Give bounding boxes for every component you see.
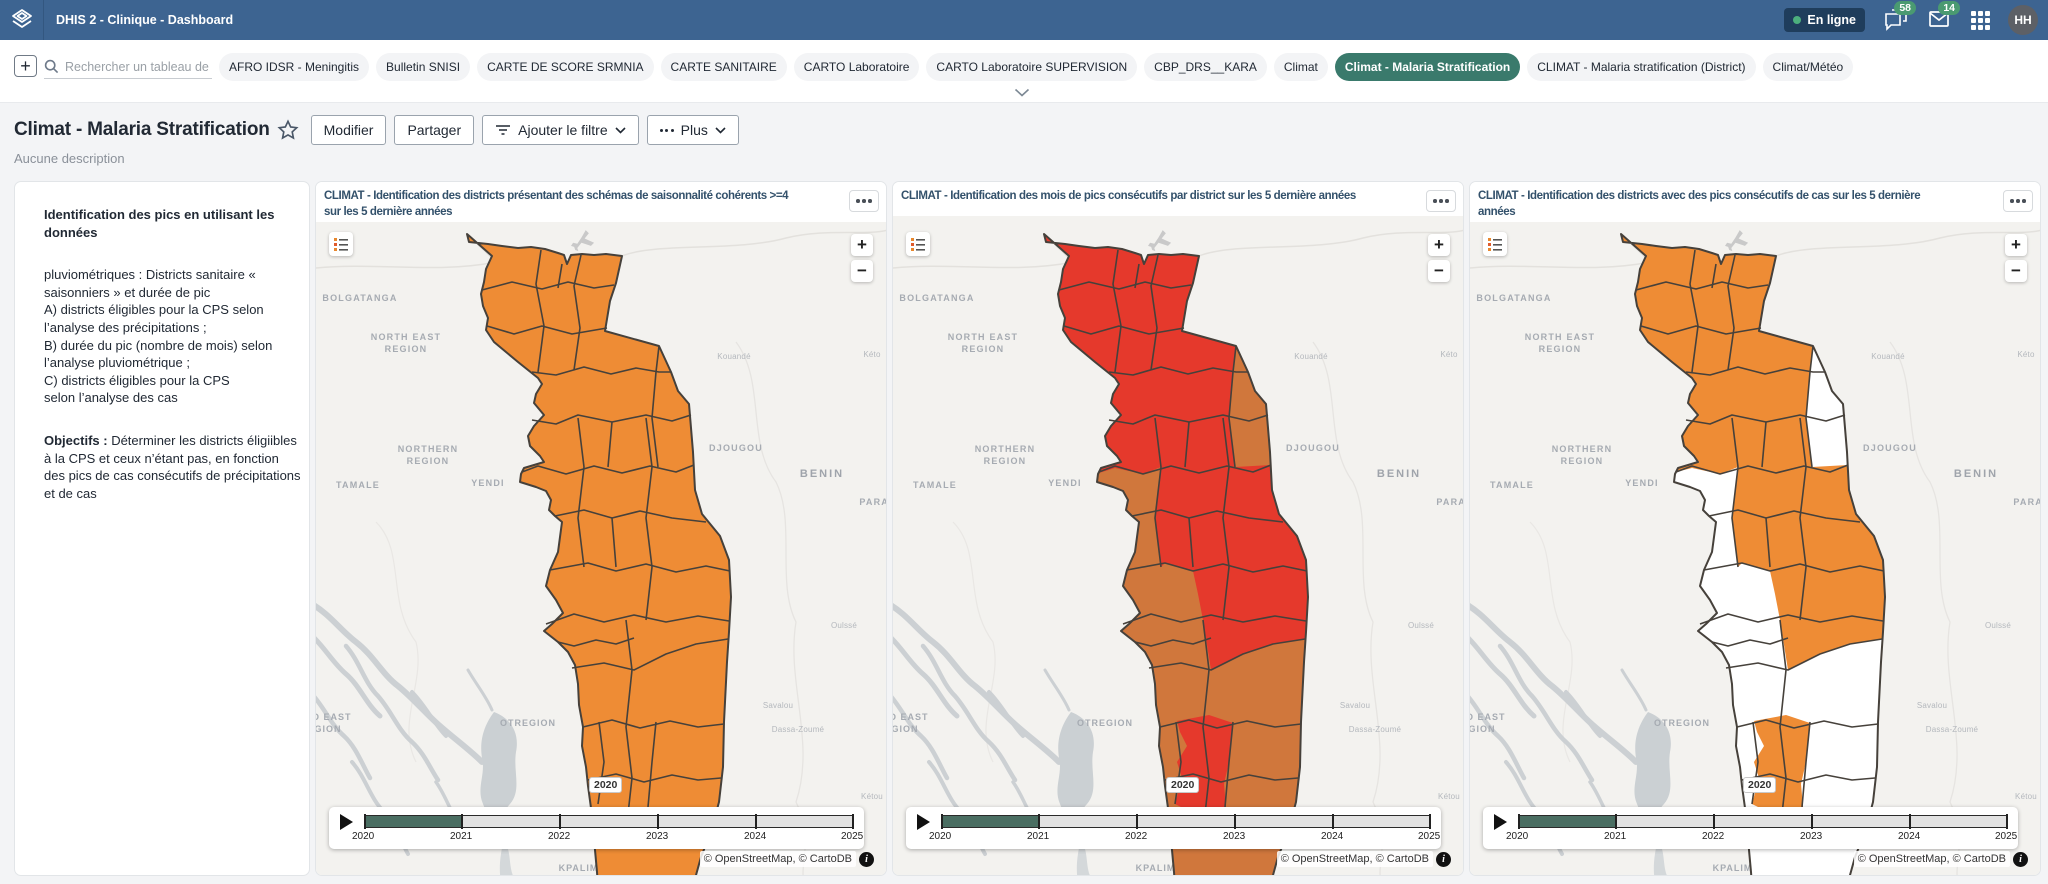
svg-text:Kétou: Kétou [861,792,883,801]
svg-text:BENIN: BENIN [800,468,844,480]
svg-text:PARAK: PARAK [1436,497,1463,507]
svg-text:Oulssé: Oulssé [1985,621,2011,630]
svg-text:Kéto: Kéto [863,350,881,359]
svg-text:NORTH EAST: NORTH EAST [948,332,1019,342]
svg-text:TAMALE: TAMALE [336,480,380,490]
svg-text:KPALIMÉ: KPALIMÉ [1713,863,1760,873]
svg-text:D EAST: D EAST [1470,712,1506,722]
svg-text:REGION: REGION [407,456,450,466]
svg-text:BENIN: BENIN [1377,468,1421,480]
svg-text:PARAK: PARAK [859,497,886,507]
svg-text:Kéto: Kéto [2017,350,2035,359]
svg-text:Kétou: Kétou [2015,792,2037,801]
svg-text:OTREGION: OTREGION [1077,718,1133,728]
svg-text:TAMALE: TAMALE [1490,480,1534,490]
svg-text:REGION: REGION [385,344,428,354]
svg-text:YENDI: YENDI [471,478,505,488]
svg-text:D EAST: D EAST [316,712,352,722]
svg-text:BOLGATANGA: BOLGATANGA [322,293,397,303]
svg-text:Kéto: Kéto [1440,350,1458,359]
svg-text:YENDI: YENDI [1048,478,1082,488]
svg-text:Kouandé: Kouandé [1871,352,1905,361]
svg-text:NORTHERN: NORTHERN [398,444,459,454]
svg-text:KPALIMÉ: KPALIMÉ [1136,863,1183,873]
svg-text:NORTHERN: NORTHERN [975,444,1036,454]
svg-text:Kouandé: Kouandé [717,352,751,361]
svg-text:DJOUGOU: DJOUGOU [1286,443,1340,453]
svg-text:Kétou: Kétou [1438,792,1460,801]
svg-text:Oulssé: Oulssé [831,621,857,630]
svg-text:GION: GION [316,724,342,734]
svg-text:BOLGATANGA: BOLGATANGA [899,293,974,303]
svg-text:Savalou: Savalou [763,701,793,710]
svg-text:DJOUGOU: DJOUGOU [709,443,763,453]
svg-text:REGION: REGION [1539,344,1582,354]
svg-text:YENDI: YENDI [1625,478,1659,488]
svg-text:NORTH EAST: NORTH EAST [371,332,442,342]
svg-text:PARAK: PARAK [2013,497,2040,507]
svg-text:Dassa-Zoumé: Dassa-Zoumé [772,725,825,734]
svg-text:Dassa-Zoumé: Dassa-Zoumé [1349,725,1402,734]
svg-text:Kouandé: Kouandé [1294,352,1328,361]
svg-text:REGION: REGION [1561,456,1604,466]
svg-text:KPALIMÉ: KPALIMÉ [559,863,606,873]
svg-text:Savalou: Savalou [1917,701,1947,710]
svg-text:GION: GION [893,724,919,734]
svg-text:Savalou: Savalou [1340,701,1370,710]
svg-text:DJOUGOU: DJOUGOU [1863,443,1917,453]
svg-text:OTREGION: OTREGION [1654,718,1710,728]
svg-text:D EAST: D EAST [893,712,929,722]
svg-text:Oulssé: Oulssé [1408,621,1434,630]
svg-text:OTREGION: OTREGION [500,718,556,728]
svg-text:NORTHERN: NORTHERN [1552,444,1613,454]
svg-text:Dassa-Zoumé: Dassa-Zoumé [1926,725,1979,734]
svg-text:NORTH EAST: NORTH EAST [1525,332,1596,342]
svg-text:REGION: REGION [984,456,1027,466]
svg-text:BOLGATANGA: BOLGATANGA [1476,293,1551,303]
svg-text:TAMALE: TAMALE [913,480,957,490]
svg-text:REGION: REGION [962,344,1005,354]
svg-text:GION: GION [1470,724,1496,734]
svg-text:BENIN: BENIN [1954,468,1998,480]
